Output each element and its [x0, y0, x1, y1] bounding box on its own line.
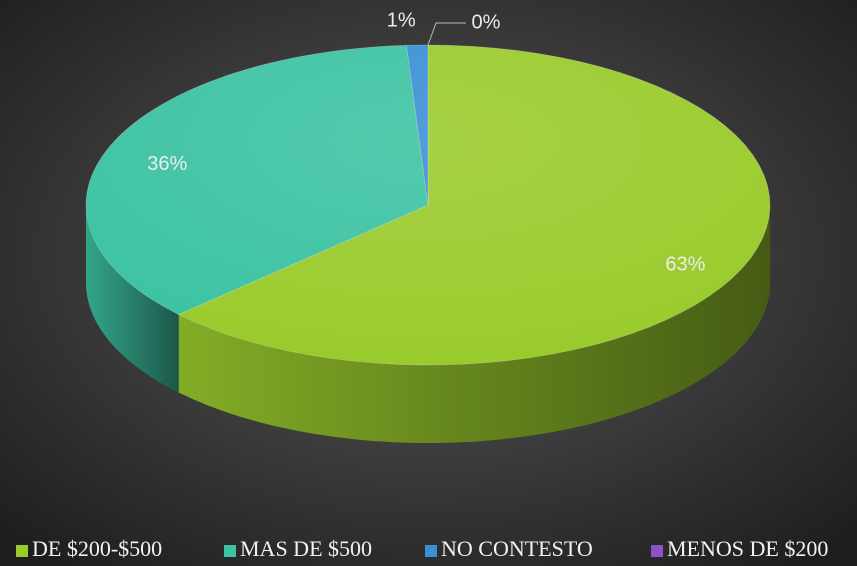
legend-swatch [224, 545, 236, 557]
legend-swatch [651, 545, 663, 557]
slice-side-shade [178, 205, 770, 443]
legend-swatch [16, 545, 28, 557]
highlight [86, 45, 770, 365]
leader-line [427, 22, 466, 46]
slice-side-shade [86, 205, 179, 393]
legend-label: MAS DE $500 [240, 536, 372, 561]
data-label: 1% [387, 9, 416, 31]
legend-label: MENOS DE $200 [667, 536, 828, 561]
data-label: 36% [147, 153, 187, 175]
legend-label: DE $200-$500 [32, 536, 162, 561]
data-label: 0% [472, 11, 501, 33]
legend-swatch [425, 545, 437, 557]
data-label: 63% [665, 253, 705, 275]
legend-label: NO CONTESTO [441, 536, 593, 561]
